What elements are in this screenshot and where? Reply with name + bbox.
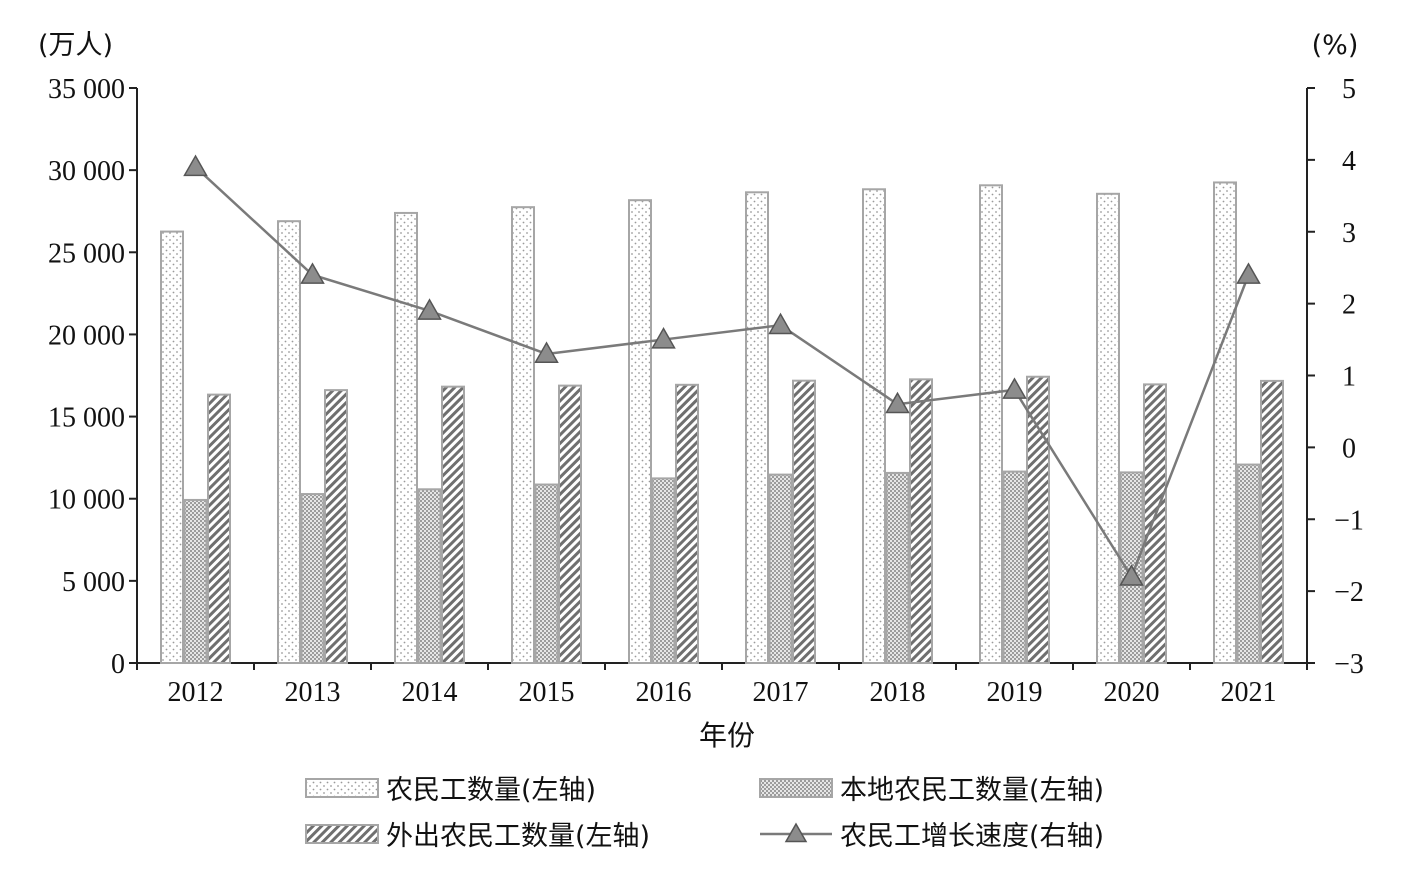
right-tick-label: −2 — [1334, 577, 1364, 608]
right-tick-label: 4 — [1342, 146, 1356, 177]
bar-crosshatch — [1002, 470, 1027, 664]
right-tick-label: −1 — [1334, 505, 1364, 536]
legend-label: 本地农民工数量(左轴) — [840, 775, 1104, 806]
bar-diagonal — [441, 385, 465, 664]
x-tick-label: 2015 — [519, 677, 575, 708]
bar-crosshatch — [651, 477, 676, 665]
x-tick-label: 2021 — [1221, 677, 1277, 708]
bar-dots — [277, 220, 301, 664]
x-tick-label: 2012 — [168, 677, 224, 708]
bar-diagonal — [1143, 383, 1167, 664]
left-axis-unit-label: (万人) — [38, 30, 113, 61]
bar-dots — [862, 188, 886, 664]
bar-dots — [745, 191, 769, 664]
triangle-marker — [768, 312, 793, 335]
left-tick-label: 0 — [111, 649, 125, 680]
bar-crosshatch — [417, 488, 442, 664]
bar-crosshatch — [534, 483, 559, 665]
triangle-marker — [1002, 377, 1027, 399]
bar-diagonal — [675, 383, 699, 664]
bar-dots — [628, 199, 652, 665]
legend-triangle-marker — [784, 822, 808, 843]
bar-crosshatch — [768, 473, 793, 665]
right-axis-unit-label: (%) — [1312, 30, 1359, 61]
x-tick-label: 2018 — [870, 677, 926, 708]
bar-diagonal — [1260, 379, 1284, 664]
triangle-marker — [885, 391, 910, 414]
right-tick-label: −3 — [1334, 649, 1364, 680]
triangle-marker — [417, 298, 442, 320]
left-tick-label: 20 000 — [48, 320, 125, 351]
triangle-marker — [651, 327, 676, 349]
bar-dots — [1096, 192, 1120, 665]
bar-dots — [394, 211, 418, 664]
bar-dots — [979, 184, 1003, 664]
left-tick-label: 5 000 — [62, 567, 125, 598]
triangle-marker — [300, 262, 325, 284]
left-tick-label: 35 000 — [48, 74, 125, 105]
x-tick-label: 2019 — [987, 677, 1043, 708]
bar-diagonal — [909, 378, 933, 664]
legend-label: 外出农民工数量(左轴) — [386, 821, 650, 852]
legend-label: 农民工数量(左轴) — [386, 775, 596, 806]
bar-diagonal — [324, 389, 348, 664]
x-axis-title: 年份 — [699, 719, 755, 752]
x-tick-label: 2020 — [1104, 677, 1160, 708]
growth-line-path — [194, 166, 1250, 580]
bar-dots — [511, 206, 535, 664]
x-tick-label: 2014 — [402, 677, 458, 708]
bars — [160, 181, 1284, 665]
bar-crosshatch — [885, 471, 910, 664]
right-tick-label: 1 — [1342, 362, 1356, 393]
triangle-marker — [183, 154, 208, 177]
bar-diagonal — [207, 393, 231, 664]
x-tick-label: 2013 — [285, 677, 341, 708]
right-tick-label: 5 — [1342, 74, 1356, 105]
x-tick-label: 2017 — [753, 677, 809, 708]
bar-diagonal — [792, 379, 816, 664]
right-tick-label: 3 — [1342, 218, 1356, 249]
triangle-marker — [1236, 262, 1261, 284]
bar-dots — [1213, 181, 1237, 665]
legend-swatch-diagonal — [305, 824, 379, 844]
right-tick-label: 2 — [1342, 290, 1356, 321]
left-tick-label: 25 000 — [48, 238, 125, 269]
legend-swatch-crosshatch — [759, 778, 833, 798]
bar-dots — [160, 230, 184, 665]
legend-label: 农民工增长速度(右轴) — [840, 821, 1104, 852]
growth-line — [183, 154, 1261, 586]
left-tick-label: 10 000 — [48, 485, 125, 516]
right-tick-label: 0 — [1342, 433, 1356, 464]
triangle-marker — [1119, 564, 1144, 586]
triangle-marker — [534, 341, 559, 363]
bar-diagonal — [558, 384, 582, 664]
legend: 农民工数量(左轴) 本地农民工数量(左轴) 外出农民工数量(左轴) 农民工增长速度(右… — [305, 775, 1104, 852]
bar-crosshatch — [1236, 463, 1261, 665]
x-tick-label: 2016 — [636, 677, 692, 708]
bar-diagonal — [1026, 375, 1050, 664]
bar-crosshatch — [183, 498, 208, 665]
bar-crosshatch — [300, 493, 325, 665]
left-tick-label: 30 000 — [48, 156, 125, 187]
legend-swatch-dots — [305, 778, 379, 798]
left-tick-label: 15 000 — [48, 403, 125, 434]
